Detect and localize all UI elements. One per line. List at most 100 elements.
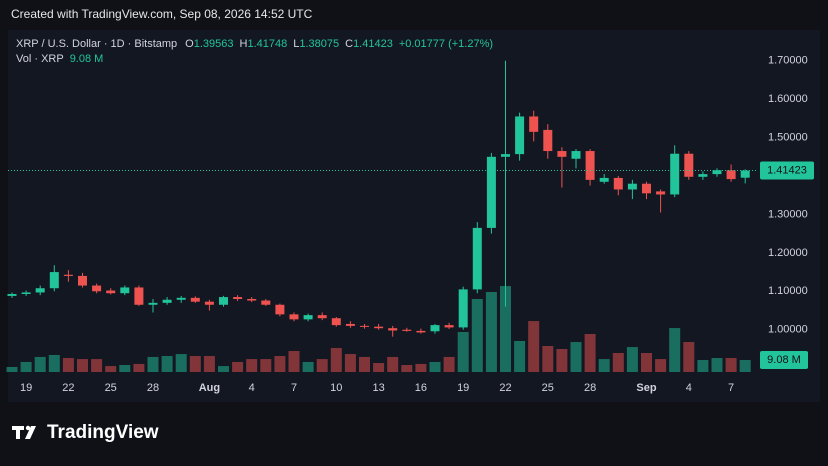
- candle-body: [120, 287, 130, 294]
- volume-bar: [20, 361, 32, 372]
- volume-bar: [626, 347, 638, 372]
- candle-body: [501, 154, 510, 157]
- candle-body: [726, 170, 736, 180]
- candle-body: [698, 174, 708, 177]
- volume-bar: [415, 363, 427, 372]
- volume-bar: [6, 366, 18, 372]
- candle-body: [670, 153, 680, 195]
- candle-body: [233, 297, 243, 299]
- candle-body: [642, 183, 651, 194]
- candle-body: [247, 298, 257, 301]
- candle-body: [613, 177, 623, 190]
- x-tick-label: Aug: [199, 382, 220, 394]
- candle-body: [275, 304, 285, 315]
- volume-tag: [760, 351, 808, 370]
- legend-change: +0.01777 (+1.27%): [399, 38, 493, 50]
- candle-body: [374, 326, 384, 329]
- candle-body: [190, 297, 200, 302]
- logo-slash: [25, 426, 36, 439]
- y-tick-label: 1.30000: [768, 208, 808, 220]
- volume-tag-label: 9.08 M: [767, 354, 801, 366]
- volume-bar: [485, 292, 497, 372]
- legend-value: 1.41423: [353, 38, 393, 50]
- volume-bar: [330, 347, 342, 372]
- volume-bar: [119, 365, 131, 372]
- x-tick-label: 25: [542, 382, 554, 394]
- x-tick-label: 7: [291, 382, 297, 394]
- volume-bar: [133, 363, 145, 372]
- volume-bar: [542, 345, 554, 372]
- logo-mark: [12, 426, 24, 439]
- legend-value: 1.39563: [194, 38, 234, 50]
- x-tick-label: 28: [147, 382, 159, 394]
- volume-bar: [500, 286, 511, 372]
- volume-bar: [77, 359, 88, 372]
- volume-bar: [218, 366, 229, 372]
- volume-bar: [669, 328, 681, 372]
- candle-body: [416, 330, 426, 333]
- volume-bar: [641, 352, 652, 372]
- volume-bar: [175, 354, 187, 372]
- x-tick-label: 28: [584, 382, 596, 394]
- legend-label: L: [293, 38, 299, 50]
- candle-body: [529, 116, 539, 132]
- candle-body: [360, 325, 369, 327]
- volume-bar: [316, 359, 328, 372]
- x-tick-label: 16: [415, 382, 427, 394]
- candle-body: [303, 315, 313, 320]
- y-tick-label: 1.60000: [768, 93, 808, 105]
- legend-label: H: [240, 38, 248, 50]
- candle-body: [599, 177, 609, 182]
- volume-bar: [288, 351, 300, 372]
- candle-body: [219, 297, 228, 305]
- last-price-label: 1.41423: [767, 164, 807, 176]
- volume-bar: [739, 360, 751, 372]
- volume-bar: [260, 359, 272, 372]
- candle-body: [430, 325, 440, 332]
- volume-bar: [246, 359, 258, 372]
- volume-bar: [725, 358, 737, 372]
- candle-body: [557, 151, 567, 157]
- volume-bar: [232, 361, 244, 372]
- candle-body: [345, 323, 355, 326]
- candle-body: [21, 292, 31, 294]
- candle-body: [289, 314, 299, 320]
- volume-bar: [161, 356, 173, 372]
- candle-body: [106, 290, 116, 294]
- volume-legend-value: 9.08 M: [70, 53, 104, 65]
- candle-body: [176, 297, 186, 300]
- volume-bar: [598, 359, 610, 372]
- volume-bar: [62, 358, 74, 372]
- candle-body: [486, 156, 496, 228]
- candles: [7, 60, 750, 337]
- chart-pane: [8, 30, 820, 402]
- candle-body: [317, 315, 327, 319]
- candle-body: [740, 170, 750, 178]
- volume-bar: [697, 359, 709, 372]
- candle-body: [388, 328, 398, 331]
- candle-body: [571, 151, 581, 159]
- candle-body: [78, 275, 87, 286]
- volume-bar: [655, 359, 667, 372]
- candle-body: [402, 329, 412, 331]
- candle-body: [656, 191, 666, 195]
- candle-body: [458, 289, 468, 328]
- volume-title: Vol · XRP: [16, 53, 64, 65]
- volume-bar: [612, 352, 624, 372]
- candle-body: [134, 287, 144, 305]
- volume-bar: [302, 361, 314, 372]
- candle-body: [684, 153, 694, 177]
- volume-bar: [373, 363, 385, 372]
- candle-body: [7, 293, 17, 296]
- x-tick-label: 25: [105, 382, 117, 394]
- volume-bar: [401, 365, 413, 372]
- volume-bar: [48, 354, 60, 372]
- volume-bar: [189, 356, 201, 372]
- y-tick-label: 1.00000: [768, 324, 808, 336]
- volume-bar: [359, 356, 370, 372]
- volume-bar: [711, 358, 723, 372]
- legend-value: 1.41748: [247, 38, 287, 50]
- x-tick-label: 19: [457, 382, 469, 394]
- x-tick-label: 10: [330, 382, 342, 394]
